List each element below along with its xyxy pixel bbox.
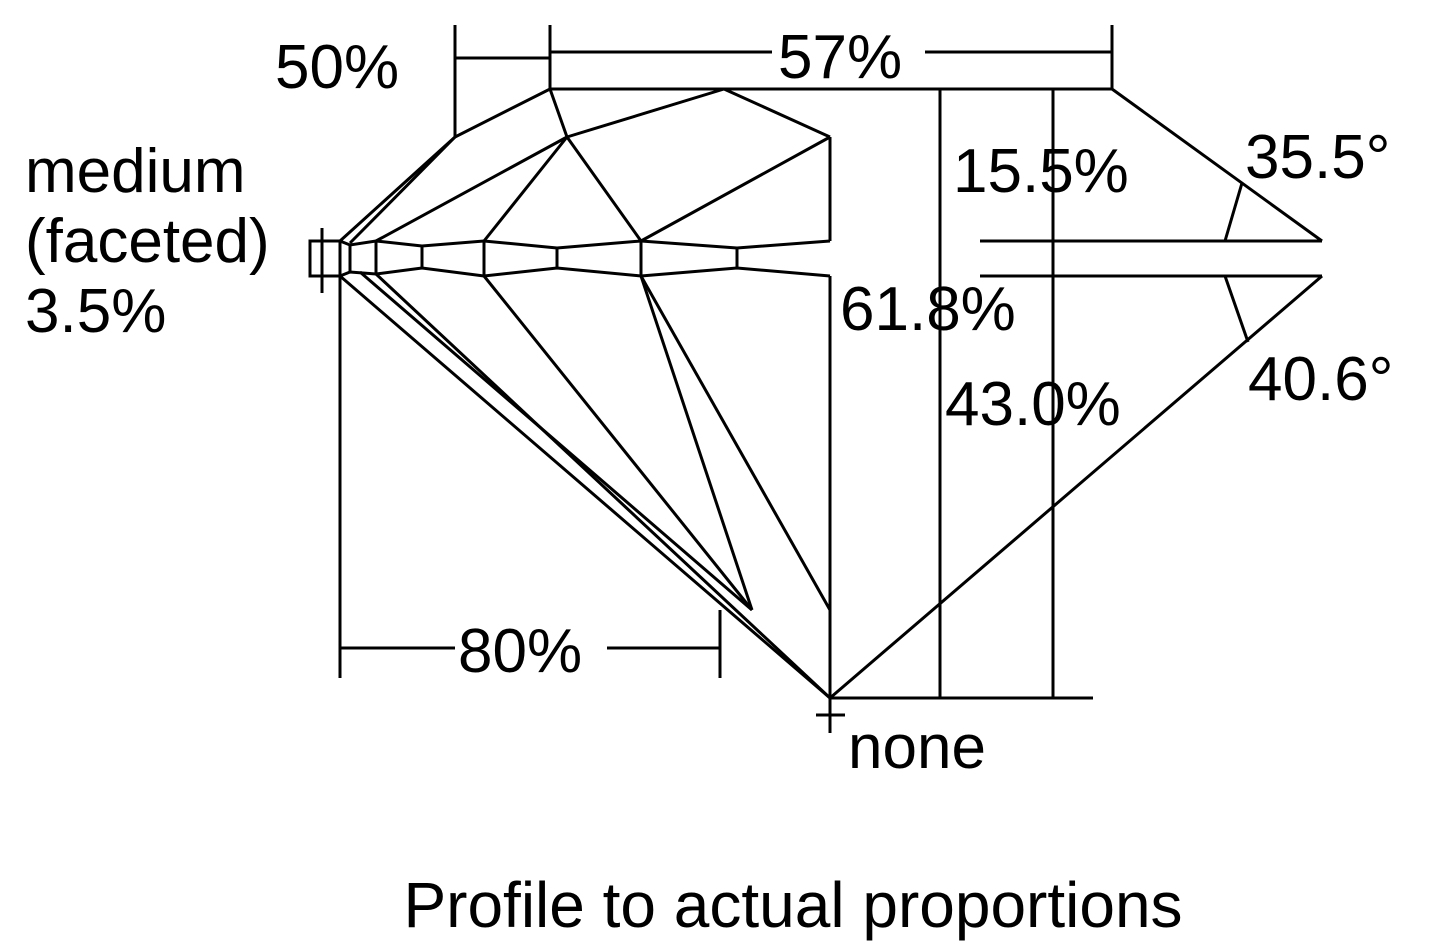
- left-half-faceted-profile: [308, 87, 1112, 700]
- pavilion-facet: [374, 272, 832, 700]
- dimension-lines: [338, 25, 1114, 733]
- pavilion-outline-right: [829, 274, 1323, 700]
- girdle-pct-label: 3.5%: [25, 277, 166, 346]
- crown-facet: [566, 87, 725, 139]
- crown-angle-label: 35.5°: [1245, 123, 1390, 192]
- pavilion-angle-arc: [1223, 275, 1250, 343]
- star-length-label: 50%: [275, 33, 399, 102]
- crown-facet: [348, 135, 457, 245]
- crown-angle-arc: [1223, 182, 1244, 242]
- crown-facet: [482, 136, 569, 242]
- pavilion-angle-label: 40.6°: [1248, 345, 1393, 414]
- crown-outline-right: [1111, 87, 1323, 243]
- crown-height-label: 15.5%: [953, 137, 1129, 206]
- culet-label: none: [848, 713, 986, 782]
- girdle-label-1: medium: [25, 137, 246, 206]
- pavilion-depth-label: 43.0%: [945, 370, 1121, 439]
- girdle-label-2: (faceted): [25, 207, 270, 276]
- crown-facet: [375, 135, 568, 243]
- crown-facet: [565, 136, 643, 242]
- caption: Profile to actual proportions: [403, 869, 1182, 941]
- lower-half-label: 80%: [458, 617, 582, 686]
- crown-facet: [723, 87, 831, 139]
- crown-facet: [640, 135, 831, 243]
- labels: 50% 57% medium (faceted) 3.5% 15.5% 35.5…: [25, 23, 1393, 941]
- pavilion-facet: [482, 275, 754, 611]
- pavilion-facet: [359, 270, 753, 612]
- girdle-marker: [308, 239, 340, 278]
- table-label: 57%: [778, 23, 902, 92]
- pavilion-facet: [639, 275, 832, 611]
- pavilion-outline: [339, 274, 831, 700]
- pavilion-facet: [639, 275, 754, 611]
- girdle-top: [339, 239, 831, 250]
- crown-facet: [548, 88, 569, 138]
- total-depth-label: 61.8%: [840, 275, 1016, 344]
- crown-outline: [338, 87, 1112, 243]
- right-half-profile: [829, 87, 1323, 700]
- girdle-bottom: [339, 266, 831, 278]
